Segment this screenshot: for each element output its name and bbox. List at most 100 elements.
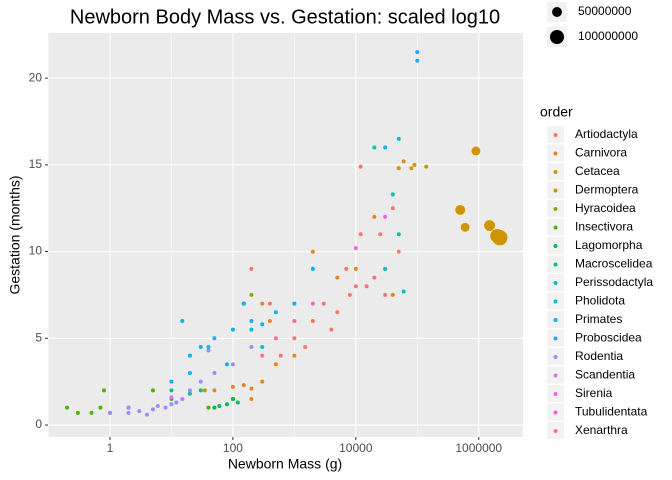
point <box>378 232 383 237</box>
point <box>212 336 217 341</box>
point <box>235 400 240 405</box>
legend-label: Carnivora <box>575 146 627 160</box>
point <box>383 266 388 271</box>
point <box>358 164 363 169</box>
point <box>260 344 265 349</box>
point <box>249 386 254 391</box>
point <box>249 327 254 332</box>
point <box>187 391 192 396</box>
point <box>412 162 417 167</box>
point <box>401 159 406 164</box>
legend-key <box>553 281 558 285</box>
point <box>249 266 254 271</box>
point <box>335 275 340 280</box>
point <box>310 301 315 306</box>
point <box>187 353 192 358</box>
point <box>396 136 401 141</box>
point <box>383 214 388 219</box>
legend-key <box>553 133 558 137</box>
point <box>150 407 155 412</box>
point <box>310 249 315 254</box>
y-tick-label: 0 <box>35 417 42 431</box>
point <box>198 344 203 349</box>
point <box>187 370 192 375</box>
point <box>144 412 149 417</box>
legend-label: Scandentia <box>575 368 635 382</box>
point <box>260 353 265 358</box>
legend-label: Macroscelidea <box>575 257 653 271</box>
point <box>206 348 211 353</box>
point <box>230 327 235 332</box>
legend-title: order <box>540 104 573 120</box>
point <box>169 388 174 393</box>
y-tick-label: 5 <box>35 330 42 344</box>
x-tick-label: 10000 <box>339 441 373 455</box>
legend-key <box>553 336 558 341</box>
point <box>484 220 495 231</box>
point <box>137 409 142 414</box>
legend-key <box>553 244 558 248</box>
point <box>65 405 70 410</box>
point <box>390 192 395 197</box>
legend-key <box>553 373 558 378</box>
x-tick-label: 1 <box>107 441 114 455</box>
point <box>102 388 107 393</box>
legend-label: Cetacea <box>575 164 620 178</box>
size-legend-label: 100000000 <box>578 29 638 43</box>
legend-label: Artiodactyla <box>575 127 638 141</box>
legend-key <box>553 299 558 304</box>
point <box>273 310 278 315</box>
point <box>260 322 265 327</box>
legend-label: Dermoptera <box>575 183 639 197</box>
point <box>98 405 103 410</box>
point <box>347 292 352 297</box>
point <box>303 344 308 349</box>
point <box>241 383 246 388</box>
legend-key <box>553 225 558 230</box>
point <box>424 164 429 169</box>
point <box>353 266 358 271</box>
point <box>198 379 203 384</box>
point <box>353 284 358 289</box>
y-tick-label: 15 <box>29 157 43 171</box>
point <box>310 318 315 323</box>
point <box>321 301 326 306</box>
point <box>401 289 406 294</box>
point <box>180 397 185 402</box>
point <box>224 402 229 407</box>
size-legend-key <box>552 7 562 17</box>
legend-key <box>553 262 558 267</box>
legend-label: Xenarthra <box>575 423 628 437</box>
point <box>212 370 217 375</box>
x-tick-label: 1000000 <box>455 441 502 455</box>
point <box>267 301 272 306</box>
point <box>260 379 265 384</box>
point <box>460 222 470 232</box>
legend-label: Hyracoidea <box>575 201 636 215</box>
chart-title: Newborn Body Mass vs. Gestation: scaled … <box>70 6 500 28</box>
y-tick-label: 20 <box>29 70 43 84</box>
legend-label: Sirenia <box>575 386 613 400</box>
legend-label: Tubulidentata <box>575 405 648 419</box>
legend-key <box>553 392 558 396</box>
point <box>107 410 112 415</box>
point <box>353 246 358 251</box>
legend-key <box>553 318 558 322</box>
point <box>273 336 278 341</box>
y-axis-title: Gestation (months) <box>7 175 23 294</box>
point <box>174 400 179 405</box>
point <box>169 402 174 407</box>
point <box>344 266 349 271</box>
point <box>217 403 222 408</box>
point <box>206 405 211 410</box>
size-legend-key <box>550 30 564 44</box>
point <box>390 206 395 211</box>
point <box>249 397 254 402</box>
point <box>292 318 297 323</box>
point <box>372 145 377 150</box>
legend-label: Primates <box>575 312 622 326</box>
point <box>75 410 80 415</box>
point <box>396 166 401 171</box>
point <box>260 301 265 306</box>
point <box>383 292 388 297</box>
